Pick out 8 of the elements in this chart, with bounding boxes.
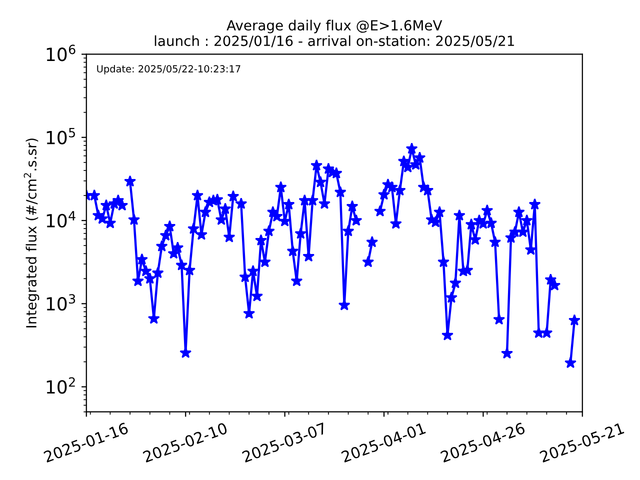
annotation: Update: 2025/05/22-10:23:17 <box>97 64 240 74</box>
y-tick-label: 10$^{6}$ <box>46 44 76 62</box>
y-tick-label: 10$^{5}$ <box>46 128 75 144</box>
y-tick-label: 10$^{2}$ <box>46 377 75 394</box>
y-axis-title: Integrated flux (#/cm$^{2}$.s.sr) <box>24 138 40 328</box>
chart-title: Average daily flux @E>1.6MeV launch : 2025/01/16 - arrival on-station: 2025/05/21 <box>154 20 514 48</box>
y-tick-label: 10$^{3}$ <box>46 294 76 311</box>
y-tick-label: 10$^{4}$ <box>46 211 76 228</box>
